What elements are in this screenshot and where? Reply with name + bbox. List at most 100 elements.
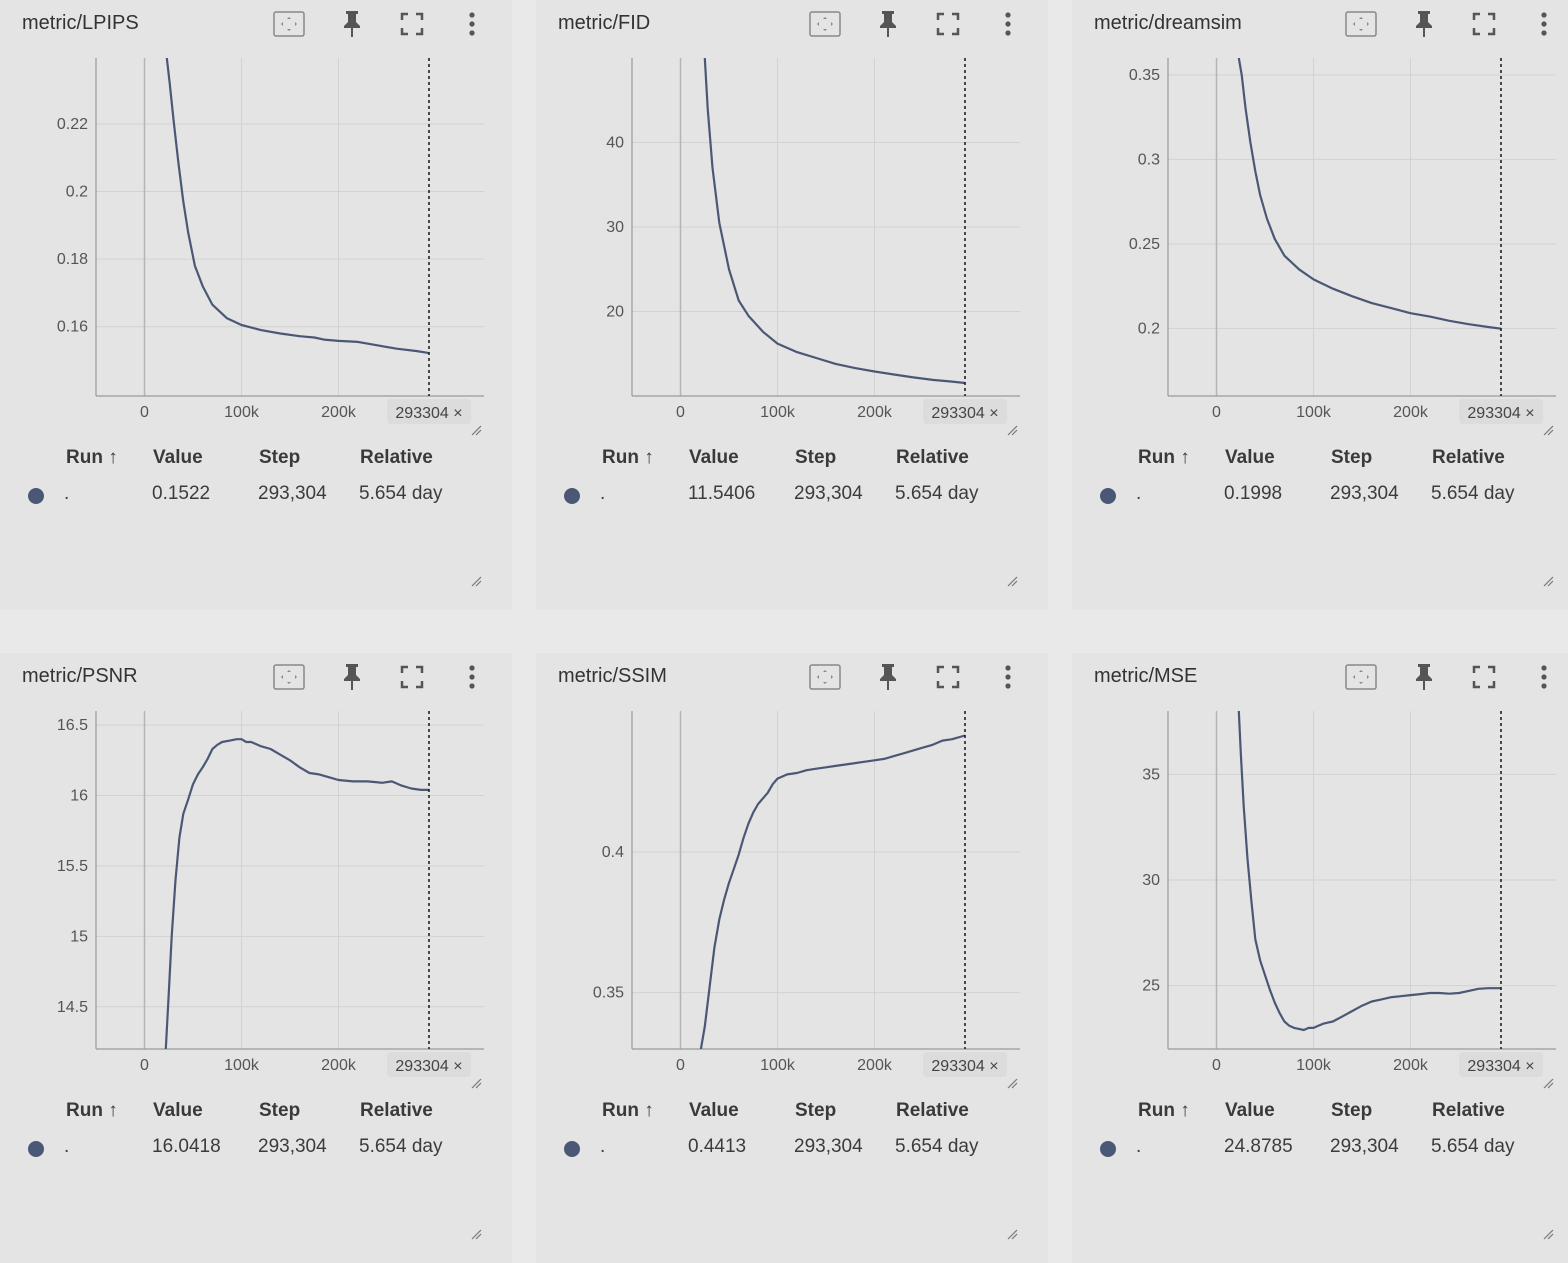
resize-handle-icon[interactable] (1006, 575, 1018, 590)
x-tick-label: 0 (676, 404, 685, 421)
step-marker-chip[interactable] (1459, 399, 1544, 424)
table-header-relative[interactable]: Relative (896, 447, 969, 468)
fullscreen-icon[interactable] (1467, 8, 1501, 40)
series-line[interactable] (164, 738, 429, 1049)
table-header-relative[interactable]: Relative (1432, 447, 1505, 468)
series-line[interactable] (1237, 711, 1501, 1032)
line-plot[interactable]: 25 30 35 0 100k 200k 293304 × (1072, 653, 1568, 1093)
table-header-step[interactable]: Step (795, 447, 837, 468)
table-header-run[interactable]: Run ↑ (602, 1100, 654, 1121)
resize-handle-icon[interactable] (470, 1228, 482, 1243)
step-marker-label[interactable]: 293304 × (931, 405, 998, 422)
table-header-relative[interactable]: Relative (1432, 1100, 1505, 1121)
table-header-value[interactable]: Value (689, 447, 739, 468)
table-header-step[interactable]: Step (259, 447, 301, 468)
pin-icon[interactable] (871, 8, 905, 40)
table-header-run[interactable]: Run ↑ (66, 447, 118, 468)
table-header-value[interactable]: Value (1225, 1100, 1275, 1121)
table-header-step[interactable]: Step (795, 1100, 837, 1121)
y-tick-label: 0.4 (602, 844, 624, 861)
table-header-value[interactable]: Value (153, 1100, 203, 1121)
step-marker-chip[interactable] (923, 1052, 1008, 1077)
resize-handle-icon[interactable] (1542, 1228, 1554, 1243)
series-line[interactable] (703, 58, 966, 385)
more-options-icon[interactable] (455, 8, 489, 40)
pin-icon[interactable] (1407, 8, 1441, 40)
y-tick-label: 0.18 (57, 251, 88, 268)
more-options-icon[interactable] (991, 661, 1025, 693)
y-tick-label: 0.35 (593, 985, 624, 1002)
step-marker-chip[interactable] (1459, 1052, 1544, 1077)
x-tick-label: 200k (1393, 1057, 1429, 1074)
series-line[interactable] (165, 58, 430, 355)
resize-handle-icon[interactable] (470, 575, 482, 590)
y-tick-label: 30 (1142, 872, 1160, 889)
pin-icon[interactable] (1407, 661, 1441, 693)
table-header-run[interactable]: Run ↑ (66, 1100, 118, 1121)
y-tick-label: 20 (606, 304, 624, 321)
table-header-run[interactable]: Run ↑ (1138, 447, 1190, 468)
line-plot[interactable]: 0.2 0.25 0.3 0.35 0 100k 200k 293304 × (1072, 0, 1568, 440)
fullscreen-icon[interactable] (931, 661, 965, 693)
y-tick-label: 0.2 (66, 184, 88, 201)
more-options-icon[interactable] (1527, 661, 1561, 693)
series-line[interactable] (699, 734, 966, 1050)
resize-handle-icon[interactable] (1006, 424, 1018, 439)
pin-icon[interactable] (335, 8, 369, 40)
line-plot[interactable]: 0.35 0.4 0 100k 200k 293304 × (536, 653, 1048, 1093)
table-header-run[interactable]: Run ↑ (602, 447, 654, 468)
table-header-relative[interactable]: Relative (896, 1100, 969, 1121)
step-marker-chip[interactable] (387, 399, 472, 424)
table-header-step[interactable]: Step (1331, 447, 1373, 468)
resize-handle-icon[interactable] (470, 424, 482, 439)
resize-handle-icon[interactable] (470, 1077, 482, 1092)
more-options-icon[interactable] (455, 661, 489, 693)
fit-domain-icon[interactable] (1344, 661, 1378, 693)
more-options-icon[interactable] (991, 8, 1025, 40)
pin-icon[interactable] (335, 661, 369, 693)
table-cell-run: . (64, 1136, 70, 1157)
table-cell-relative: 5.654 day (359, 483, 443, 504)
table-header-value[interactable]: Value (1225, 447, 1275, 468)
more-options-icon[interactable] (1527, 8, 1561, 40)
line-plot[interactable]: 14.5 15 15.5 16 16.5 0 100k 200k 293304 × (0, 653, 512, 1093)
series-line[interactable] (1237, 58, 1502, 330)
table-header-relative[interactable]: Relative (360, 447, 433, 468)
table-header-relative[interactable]: Relative (360, 1100, 433, 1121)
chart-card: metric/dreamsim 0.2 0.25 0.3 0.35 0 100k 200k 29… (1072, 0, 1568, 610)
line-plot[interactable]: 0.16 0.18 0.2 0.22 0 100k 200k 293304 × (0, 0, 512, 440)
step-marker-chip[interactable] (387, 1052, 472, 1077)
fit-domain-icon[interactable] (272, 661, 306, 693)
step-marker-label[interactable]: 293304 × (1467, 1058, 1534, 1075)
table-header-run[interactable]: Run ↑ (1138, 1100, 1190, 1121)
table-header-value[interactable]: Value (689, 1100, 739, 1121)
fit-domain-icon[interactable] (272, 8, 306, 40)
fullscreen-icon[interactable] (395, 661, 429, 693)
resize-handle-icon[interactable] (1542, 424, 1554, 439)
pin-icon[interactable] (871, 661, 905, 693)
table-header-value[interactable]: Value (153, 447, 203, 468)
table-header-step[interactable]: Step (1331, 1100, 1373, 1121)
line-plot[interactable]: 20 30 40 0 100k 200k 293304 × (536, 0, 1048, 440)
fullscreen-icon[interactable] (395, 8, 429, 40)
step-marker-label[interactable]: 293304 × (395, 1058, 462, 1075)
resize-handle-icon[interactable] (1542, 575, 1554, 590)
resize-handle-icon[interactable] (1006, 1228, 1018, 1243)
step-marker-label[interactable]: 293304 × (1467, 405, 1534, 422)
step-marker-label[interactable]: 293304 × (395, 405, 462, 422)
y-tick-label: 0.25 (1129, 236, 1160, 253)
x-tick-label: 100k (760, 1057, 796, 1074)
fit-domain-icon[interactable] (808, 8, 842, 40)
resize-handle-icon[interactable] (1006, 1077, 1018, 1092)
step-marker-chip[interactable] (923, 399, 1008, 424)
fullscreen-icon[interactable] (931, 8, 965, 40)
table-cell-value: 11.5406 (688, 483, 756, 504)
step-marker-label[interactable]: 293304 × (931, 1058, 998, 1075)
fit-domain-icon[interactable] (1344, 8, 1378, 40)
fullscreen-icon[interactable] (1467, 661, 1501, 693)
chart-card: metric/MSE 25 30 35 0 100k 200k 293304 × Run ↑ Va… (1072, 653, 1568, 1263)
resize-handle-icon[interactable] (1542, 1077, 1554, 1092)
table-header-step[interactable]: Step (259, 1100, 301, 1121)
x-tick-label: 100k (1296, 404, 1332, 421)
fit-domain-icon[interactable] (808, 661, 842, 693)
